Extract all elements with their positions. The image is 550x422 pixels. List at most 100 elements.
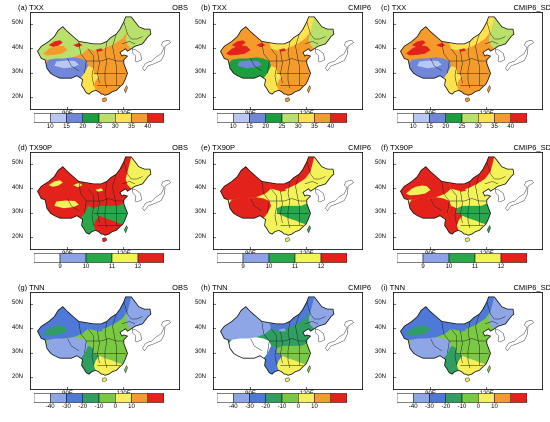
colorbar-tick-label: -30 [425,404,434,410]
lat-tick-label: 20N [375,373,387,380]
lat-tick-label: 40N [12,184,24,191]
province-boundary [121,321,136,325]
colorbar-swatch [314,393,331,403]
region-inner-mongolia [269,16,318,52]
panel-source-label: CMIP6_SD [513,3,550,12]
province-boundary [87,48,95,86]
colorbar [34,393,164,403]
map-panel-h: (h) TNNCMIP650N40N30N20N90E120E-40-30-20… [193,282,373,422]
colorbar-swatch [217,253,244,263]
lat-tick-label: 50N [375,300,387,307]
colorbar-tick-label: 30 [294,124,302,130]
region-inner-mongolia [269,156,318,192]
lat-tick-label: 50N [195,160,207,167]
colorbar-tick-label: 35 [128,124,135,130]
colorbar-labels: 10 15 20 25 30 35 40 [34,124,164,134]
colorbar-tick-label: 40 [144,124,152,130]
lat-tick-label: 40N [195,324,207,331]
hotspot [73,182,83,188]
region-taklimakan [226,185,251,196]
province-boundary [486,301,506,320]
province-boundary [287,321,291,369]
region-north-china [82,319,132,346]
lat-tick-label: 50N [12,20,24,27]
province-boundary [280,191,283,224]
map-panel-d: (d) TX90POBS50N40N30N20N90E120E9101112 [10,142,190,282]
hotspot [48,320,63,327]
colorbar-tick-label: -40 [228,404,238,410]
colorbar-tick-label: 10 [491,404,498,410]
province-boundary [250,58,262,72]
korea-coastline [131,188,142,203]
province-boundary [467,321,471,369]
province-boundary [97,51,100,84]
colorbar-tick-label: -30 [62,404,71,410]
colorbar-tick-label: 25 [278,124,286,130]
china-map [30,292,180,390]
korea-coastline [131,48,142,63]
colorbar-tick-label: 9 [58,264,62,270]
colorbar-tick-label: 15 [63,124,70,130]
hotspot [458,188,467,192]
colorbar-tick-label: 10 [409,124,417,130]
province-boundary [467,181,471,229]
province-boundary [87,328,95,366]
map-panel-a: (a) TXXOBS50N40N30N20N90E120E10152025303… [10,2,190,142]
region-taklimakan [43,185,68,196]
map-border [30,152,180,250]
colorbar-swatch [413,113,430,123]
colorbar-tick-label: 10 [46,124,54,130]
region-inner-mongolia [86,296,135,332]
map-panel-b: (b) TXXCMIP650N40N30N20N90E120E101520253… [193,2,373,142]
colorbar [397,113,527,123]
korea-coastline [314,48,325,63]
province-boundary [306,301,326,320]
map-panel-g: (g) TNNOBS50N40N30N20N90E120E-40-30-20-1… [10,282,190,422]
province-boundary [304,321,319,325]
colorbar-tick-label: 12 [317,264,325,270]
panel-source-label: OBS [172,283,188,292]
province-boundary [460,331,463,364]
colorbar-tick-label: -10 [277,404,287,410]
panel-title: (i) TNN [381,283,406,292]
colorbar-labels: -40 -30 -20 -10 0 10 [397,404,527,414]
colorbar-swatch [98,393,116,403]
lat-tick-label: 20N [12,233,24,240]
colorbar-swatch [34,393,51,403]
colorbar-swatch [330,113,347,123]
colorbar-tick-label: -10 [94,404,104,410]
colorbar-swatch [320,253,347,263]
panel-source-label: CMIP6 [348,283,371,292]
china-map [393,152,543,250]
japan-coastline [142,179,171,212]
colorbar-tick-label: 0 [296,404,300,410]
colorbar-swatch [50,393,67,403]
colorbar-tick-label: 0 [113,404,117,410]
china-outline [220,156,335,236]
hainan [465,237,471,243]
region-southwest [80,205,100,235]
hotspot [278,48,287,52]
colorbar-swatch [265,113,283,123]
hotspot [411,180,426,187]
province-boundary [280,51,283,84]
colorbar [397,393,527,403]
region-taklimakan [406,185,431,196]
colorbar-tick-label: 10 [229,124,237,130]
panel-source-label: CMIP6_SD [513,143,550,152]
colorbar-swatch [233,393,250,403]
taiwan [487,224,491,234]
colorbar-swatch [66,393,83,403]
panel-title: (d) TX90P [18,143,53,152]
colorbar-swatch [137,253,164,263]
region-tibet-core [54,60,79,69]
colorbar-swatch [413,393,430,403]
province-boundary [306,21,326,40]
province-boundary [475,314,480,366]
taiwan [307,364,311,374]
hotspot [256,42,266,48]
region-inner-mongolia [449,296,498,332]
province-boundary [295,174,300,226]
province-boundary [441,41,450,74]
colorbar-swatch [298,393,315,403]
